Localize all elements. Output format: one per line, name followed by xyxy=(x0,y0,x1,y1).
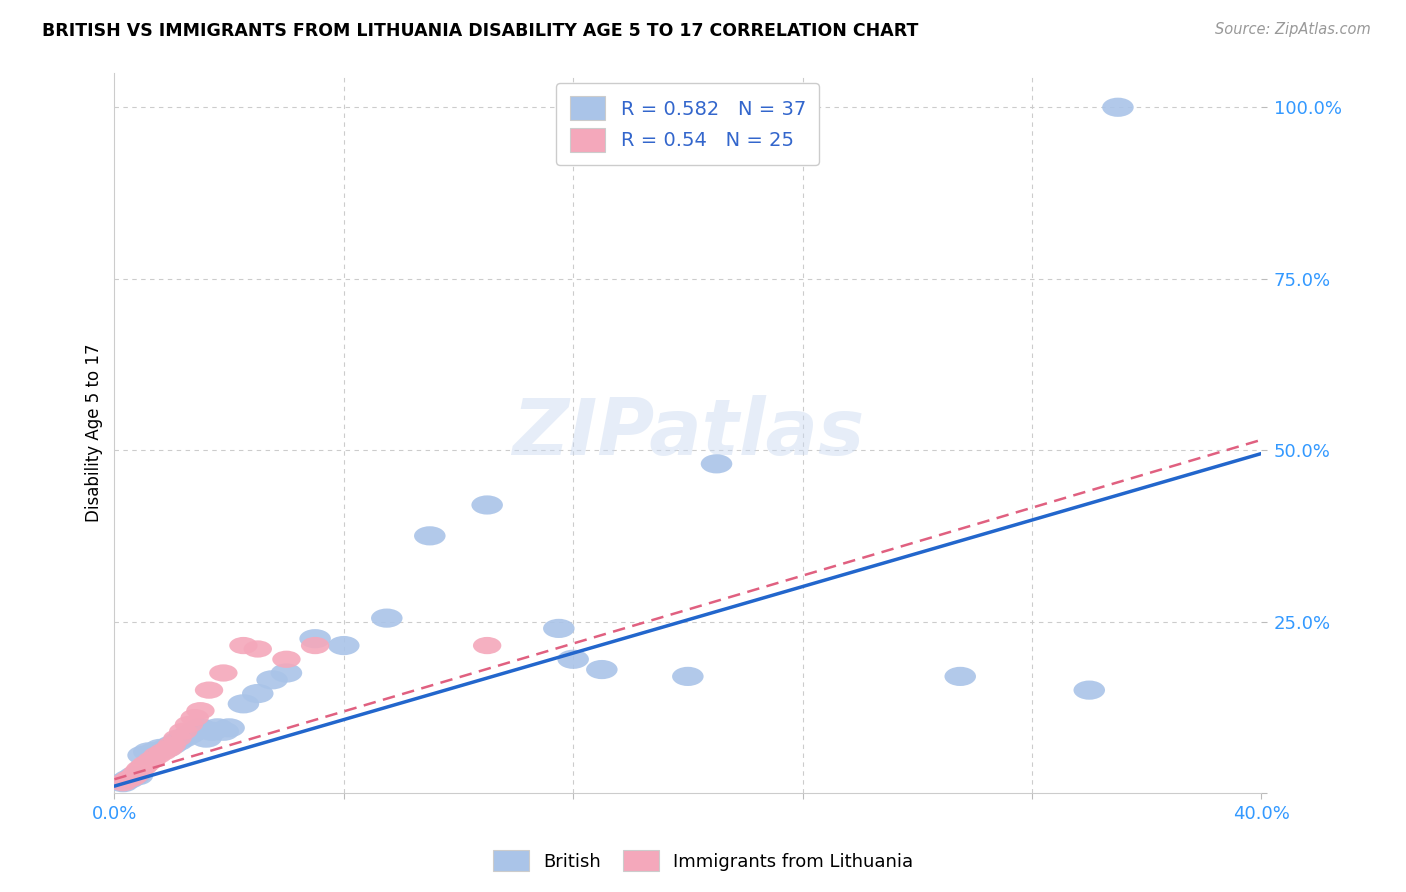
Ellipse shape xyxy=(271,664,302,682)
Text: Source: ZipAtlas.com: Source: ZipAtlas.com xyxy=(1215,22,1371,37)
Legend: British, Immigrants from Lithuania: British, Immigrants from Lithuania xyxy=(485,843,921,879)
Ellipse shape xyxy=(118,769,146,787)
Ellipse shape xyxy=(214,718,245,738)
Ellipse shape xyxy=(112,770,145,789)
Ellipse shape xyxy=(163,730,191,747)
Ellipse shape xyxy=(186,702,215,719)
Ellipse shape xyxy=(129,758,157,775)
Ellipse shape xyxy=(114,771,143,788)
Y-axis label: Disability Age 5 to 17: Disability Age 5 to 17 xyxy=(86,343,103,522)
Ellipse shape xyxy=(134,742,165,762)
Ellipse shape xyxy=(149,743,177,761)
Ellipse shape xyxy=(557,649,589,669)
Ellipse shape xyxy=(543,619,575,638)
Ellipse shape xyxy=(121,766,153,786)
Ellipse shape xyxy=(228,694,259,714)
Ellipse shape xyxy=(208,722,239,741)
Text: BRITISH VS IMMIGRANTS FROM LITHUANIA DISABILITY AGE 5 TO 17 CORRELATION CHART: BRITISH VS IMMIGRANTS FROM LITHUANIA DIS… xyxy=(42,22,918,40)
Ellipse shape xyxy=(174,715,202,733)
Ellipse shape xyxy=(121,767,149,784)
Ellipse shape xyxy=(472,637,502,654)
Ellipse shape xyxy=(180,709,209,726)
Ellipse shape xyxy=(167,729,200,747)
Ellipse shape xyxy=(157,736,186,754)
Ellipse shape xyxy=(243,640,271,657)
Ellipse shape xyxy=(195,722,228,741)
Ellipse shape xyxy=(242,684,274,703)
Ellipse shape xyxy=(202,718,233,738)
Text: ZIPatlas: ZIPatlas xyxy=(512,395,863,471)
Ellipse shape xyxy=(471,495,503,515)
Ellipse shape xyxy=(150,739,181,758)
Ellipse shape xyxy=(138,751,166,769)
Ellipse shape xyxy=(209,665,238,681)
Ellipse shape xyxy=(107,773,139,792)
Ellipse shape xyxy=(155,739,183,757)
Ellipse shape xyxy=(173,725,205,744)
Ellipse shape xyxy=(118,766,150,786)
Ellipse shape xyxy=(301,637,329,654)
Ellipse shape xyxy=(184,718,217,738)
Ellipse shape xyxy=(299,629,330,648)
Ellipse shape xyxy=(179,722,211,741)
Ellipse shape xyxy=(169,723,197,739)
Ellipse shape xyxy=(156,735,187,755)
Ellipse shape xyxy=(328,636,360,655)
Ellipse shape xyxy=(139,742,170,762)
Ellipse shape xyxy=(586,660,617,679)
Ellipse shape xyxy=(1102,97,1133,117)
Ellipse shape xyxy=(945,667,976,686)
Ellipse shape xyxy=(132,756,160,772)
Ellipse shape xyxy=(108,774,138,791)
Ellipse shape xyxy=(700,454,733,474)
Ellipse shape xyxy=(273,650,301,668)
Ellipse shape xyxy=(371,608,402,628)
Ellipse shape xyxy=(162,732,193,751)
Ellipse shape xyxy=(145,739,176,758)
Ellipse shape xyxy=(229,637,257,654)
Ellipse shape xyxy=(672,667,703,686)
Ellipse shape xyxy=(1074,681,1105,699)
Ellipse shape xyxy=(256,670,288,690)
Ellipse shape xyxy=(195,681,224,698)
Ellipse shape xyxy=(127,760,155,778)
Ellipse shape xyxy=(413,526,446,545)
Ellipse shape xyxy=(124,764,152,781)
Ellipse shape xyxy=(190,729,222,747)
Ellipse shape xyxy=(128,746,159,764)
Ellipse shape xyxy=(143,747,172,764)
Legend: R = 0.582   N = 37, R = 0.54   N = 25: R = 0.582 N = 37, R = 0.54 N = 25 xyxy=(557,83,820,165)
